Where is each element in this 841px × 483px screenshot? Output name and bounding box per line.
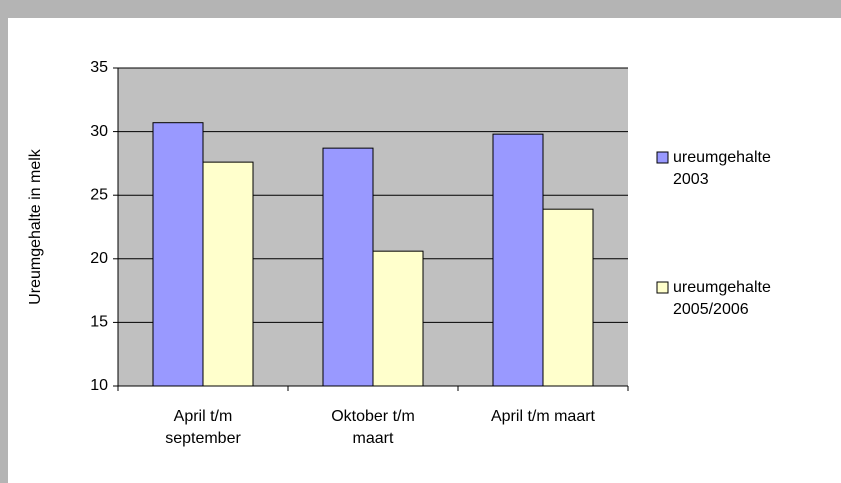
x-tick-label: Oktober t/m maart xyxy=(331,408,415,447)
x-tick-label: April t/m september xyxy=(165,408,241,447)
y-tick-label: 30 xyxy=(90,123,108,140)
y-tick-label: 25 xyxy=(90,186,108,203)
y-tick-label: 20 xyxy=(90,250,108,267)
bar xyxy=(542,208,594,387)
legend-label: ureumgehalte 2003 xyxy=(673,149,771,188)
y-tick-label: 35 xyxy=(90,59,108,76)
y-tick-label: 10 xyxy=(90,377,108,394)
bar xyxy=(202,161,254,387)
y-axis-title: Ureumgehalte in melk xyxy=(27,148,44,305)
bar xyxy=(152,122,204,387)
bar xyxy=(322,147,374,387)
legend-label: ureumgehalte 2005/2006 xyxy=(673,279,771,318)
legend-swatch xyxy=(656,151,669,164)
bar xyxy=(372,250,424,387)
bar xyxy=(492,133,544,387)
x-tick-label: April t/m maart xyxy=(490,408,595,425)
legend-swatch xyxy=(656,281,669,294)
y-tick-label: 15 xyxy=(90,314,108,331)
